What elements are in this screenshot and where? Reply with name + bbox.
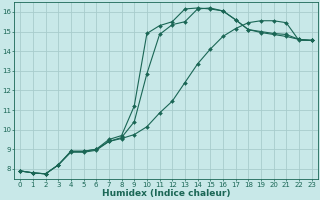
X-axis label: Humidex (Indice chaleur): Humidex (Indice chaleur) <box>102 189 230 198</box>
